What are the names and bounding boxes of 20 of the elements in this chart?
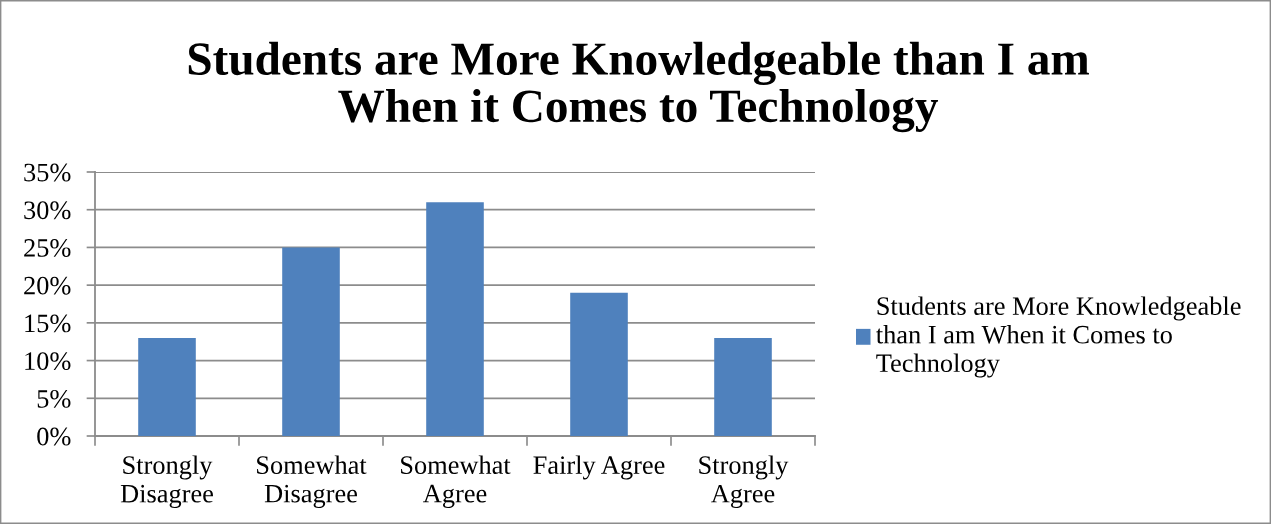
bar bbox=[138, 337, 196, 436]
chart-title: Students are More Knowledgeable than I am When it Comes to Technology bbox=[188, 41, 1089, 133]
bar bbox=[714, 337, 772, 436]
bar bbox=[282, 247, 340, 436]
y-tick-label: 25% bbox=[24, 239, 71, 257]
legend-label: Students are More Knowledgeable than I am When it Comes to Technology bbox=[876, 296, 1241, 378]
y-tick-label: 10% bbox=[25, 352, 71, 371]
y-tick-label: 20% bbox=[24, 276, 71, 295]
x-tick-label: Somewhat Disagree bbox=[257, 455, 367, 508]
x-tick-label: Somewhat Agree bbox=[401, 455, 511, 508]
y-tick-label: 15% bbox=[25, 314, 71, 333]
y-tick-label: 5% bbox=[37, 389, 71, 408]
x-tick-label: Fairly Agree bbox=[533, 455, 665, 480]
bar bbox=[426, 202, 484, 436]
x-tick-label: Strongly Agree bbox=[699, 455, 789, 509]
y-tick-label: 35% bbox=[24, 163, 71, 182]
y-tick-label: 0% bbox=[37, 427, 71, 446]
bar bbox=[570, 292, 628, 436]
x-tick-label: Strongly Disagree bbox=[120, 455, 213, 509]
y-tick-label: 30% bbox=[24, 201, 71, 220]
